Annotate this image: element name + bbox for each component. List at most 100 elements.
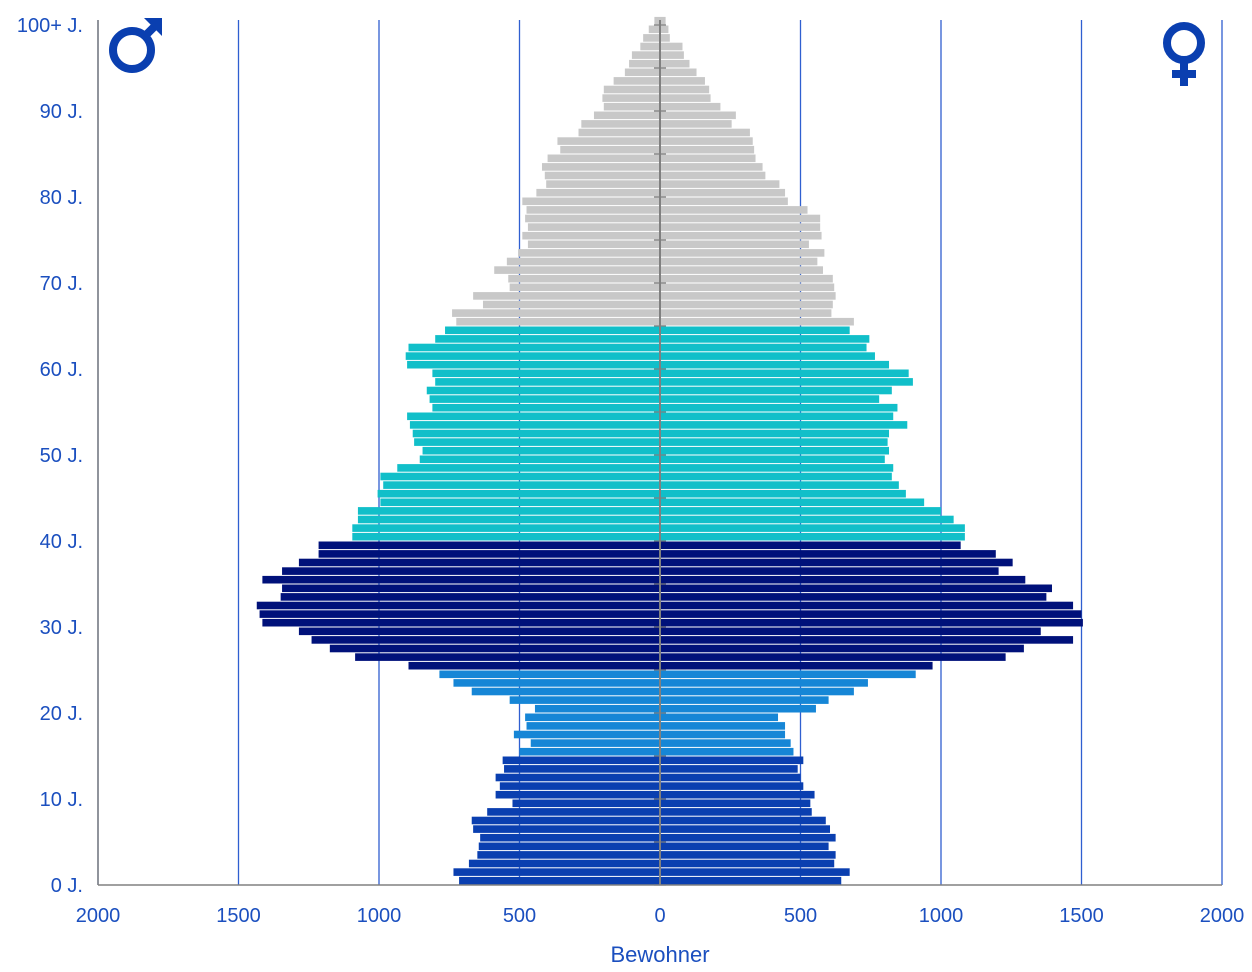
bar-male <box>508 274 660 283</box>
bar-male <box>352 532 660 541</box>
bar-male <box>654 16 660 25</box>
label-layer: 0 J. 10 J. 20 J. 30 J. 40 J. 50 J. 60 J. 70 J. 8… <box>17 15 1244 927</box>
bar-male <box>509 696 660 704</box>
bar-male <box>527 240 660 249</box>
bar-male <box>405 352 660 360</box>
bar-female <box>660 765 798 773</box>
bar-male <box>480 833 660 842</box>
bar-male <box>482 300 660 309</box>
bar-male <box>526 206 660 214</box>
bar-male <box>311 636 660 644</box>
bar-male <box>527 223 660 231</box>
bar-male <box>432 403 660 412</box>
bar-female <box>660 326 850 335</box>
bar-male <box>262 575 660 584</box>
bar-female <box>660 747 794 756</box>
bar-female <box>660 111 736 120</box>
bar-female <box>660 369 909 378</box>
bar-male <box>422 446 660 455</box>
bar-male <box>495 773 660 782</box>
bar-male <box>408 661 660 670</box>
bar-female <box>660 343 867 352</box>
bar-layer <box>256 16 1083 885</box>
bar-female <box>660 558 1013 567</box>
bar-male <box>456 317 660 326</box>
x-tick-label: 0 <box>654 905 665 927</box>
female-symbol-icon <box>1163 22 1205 86</box>
bar-male <box>494 266 660 274</box>
bar-male <box>603 85 660 94</box>
bar-male <box>602 94 660 102</box>
bar-female <box>660 68 697 77</box>
y-tick-label: 40 J. <box>40 531 83 553</box>
bar-female <box>660 790 815 799</box>
y-tick-label: 30 J. <box>40 617 83 639</box>
bar-female <box>660 584 1052 593</box>
bar-male <box>432 369 660 378</box>
bar-female <box>660 223 821 231</box>
bar-female <box>660 309 832 317</box>
bar-female <box>660 532 965 541</box>
bar-female <box>660 618 1083 627</box>
bar-male <box>298 627 660 636</box>
y-tick-label: 90 J. <box>40 101 83 123</box>
bar-female <box>660 507 941 515</box>
bar-female <box>660 137 753 145</box>
bar-male <box>280 593 660 601</box>
bar-male <box>407 360 660 369</box>
bar-male <box>631 51 660 59</box>
x-tick-label: 2000 <box>1200 905 1245 927</box>
bar-female <box>660 868 850 876</box>
bar-female <box>660 455 885 464</box>
bar-female <box>660 145 755 154</box>
bar-female <box>660 653 1006 661</box>
bar-male <box>468 859 660 868</box>
bar-female <box>660 335 870 343</box>
bar-female <box>660 266 823 274</box>
bar-male <box>452 309 660 317</box>
bar-male <box>408 343 660 352</box>
bar-male <box>329 644 660 653</box>
bar-female <box>660 378 913 386</box>
bar-female <box>660 102 721 111</box>
bar-female <box>660 876 842 885</box>
bar-male <box>256 601 660 610</box>
bar-male <box>522 197 660 206</box>
bar-male <box>518 249 660 257</box>
bar-female <box>660 498 925 507</box>
bar-male <box>504 765 660 773</box>
y-tick-label: 20 J. <box>40 703 83 725</box>
bar-male <box>259 610 660 618</box>
bar-female <box>660 515 954 524</box>
bar-female <box>660 661 933 670</box>
bar-male <box>603 102 660 111</box>
bar-male <box>581 120 660 128</box>
bar-female <box>660 825 831 833</box>
bar-male <box>509 283 660 292</box>
bar-male <box>522 231 660 240</box>
bar-male <box>282 567 660 575</box>
bar-female <box>660 808 812 816</box>
bar-female <box>660 231 822 240</box>
y-tick-label: 70 J. <box>40 273 83 295</box>
bar-female <box>660 51 684 59</box>
bar-female <box>660 25 669 34</box>
bar-female <box>660 799 811 808</box>
bar-female <box>660 85 710 94</box>
bar-male <box>380 472 660 481</box>
bar-female <box>660 360 890 369</box>
bar-male <box>513 730 660 739</box>
bar-female <box>660 94 711 102</box>
bar-female <box>660 180 780 188</box>
bar-female <box>660 395 880 403</box>
x-tick-label: 1000 <box>919 905 964 927</box>
bar-female <box>660 240 809 249</box>
bar-male <box>629 59 660 68</box>
bar-female <box>660 644 1024 653</box>
bar-male <box>473 825 660 833</box>
bar-male <box>355 653 660 661</box>
bar-male <box>560 145 660 154</box>
bar-male <box>352 524 660 532</box>
x-tick-label: 2000 <box>76 905 121 927</box>
